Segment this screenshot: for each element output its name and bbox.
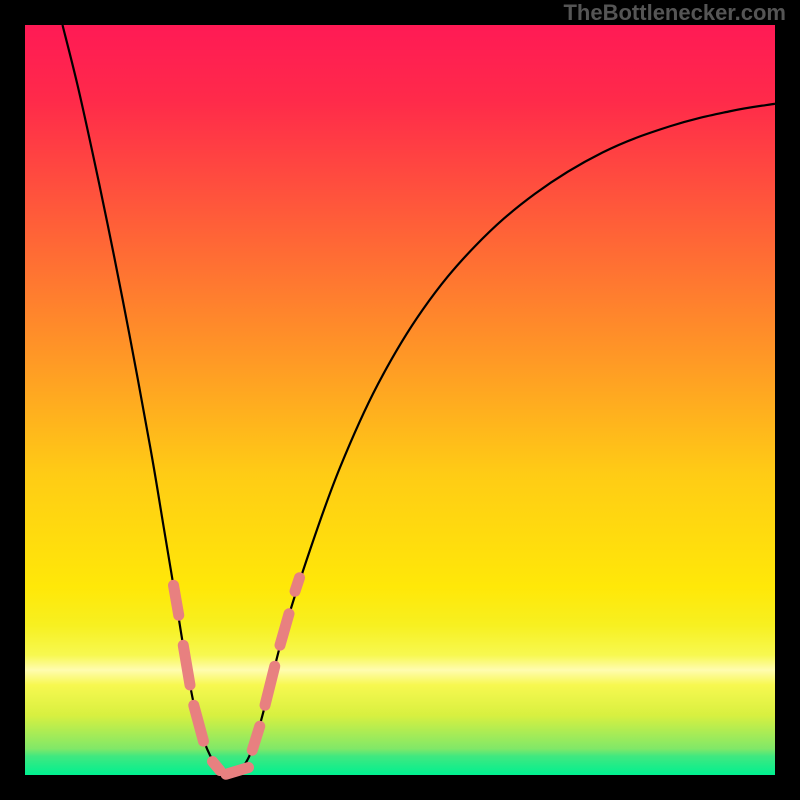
curve-right-branch bbox=[231, 104, 775, 775]
marker-segment bbox=[226, 768, 249, 775]
v-curve bbox=[63, 25, 776, 775]
marker-segment bbox=[183, 645, 190, 685]
chart-container: TheBottlenecker.com bbox=[0, 0, 800, 800]
curve-left-branch bbox=[63, 25, 232, 775]
marker-segment bbox=[295, 578, 300, 592]
chart-svg bbox=[0, 0, 800, 800]
marker-segment bbox=[194, 705, 204, 741]
marker-segment bbox=[265, 666, 275, 705]
marker-segment bbox=[174, 585, 179, 615]
marker-segment bbox=[252, 726, 260, 750]
watermark-text: TheBottlenecker.com bbox=[563, 0, 786, 26]
marker-segment bbox=[213, 762, 221, 771]
marker-segment bbox=[280, 614, 289, 646]
marker-segments bbox=[174, 578, 300, 775]
